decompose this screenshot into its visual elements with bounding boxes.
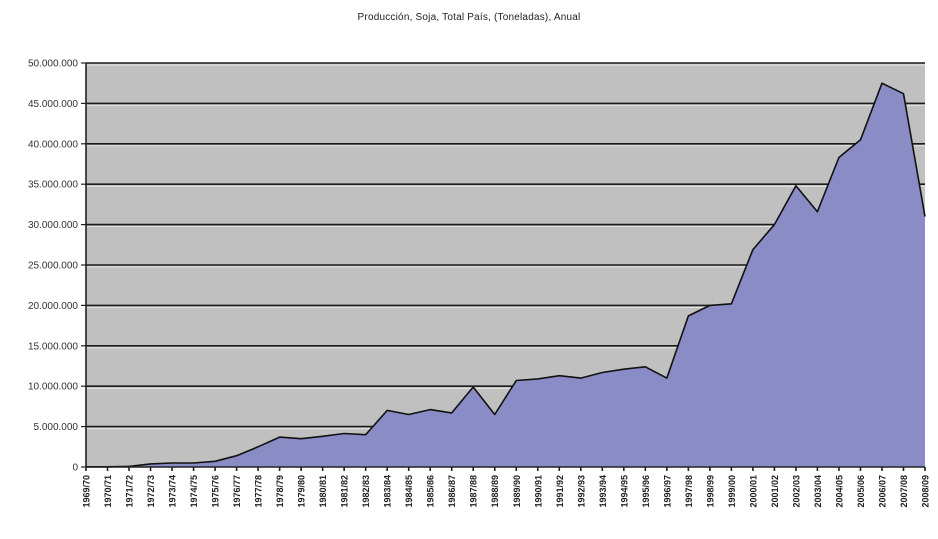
x-tick-label: 1972/73 bbox=[146, 475, 156, 508]
x-tick-label: 2003/04 bbox=[813, 475, 823, 508]
x-tick-label: 1989/90 bbox=[512, 475, 522, 508]
y-tick-label: 25.000.000 bbox=[28, 261, 78, 272]
x-tick-label: 1980/81 bbox=[318, 475, 328, 508]
x-tick-label: 1994/95 bbox=[619, 475, 629, 508]
x-tick-label: 1992/93 bbox=[576, 475, 586, 508]
x-tick-label: 2007/08 bbox=[899, 475, 909, 508]
x-tick-label: 1999/00 bbox=[727, 475, 737, 508]
x-tick-label: 2001/02 bbox=[770, 475, 780, 508]
y-tick-label: 30.000.000 bbox=[28, 220, 78, 231]
x-tick-label: 1979/80 bbox=[297, 475, 307, 508]
x-tick-label: 2008/09 bbox=[921, 475, 931, 508]
x-tick-label: 1983/84 bbox=[383, 475, 393, 508]
x-tick-label: 1975/76 bbox=[211, 475, 221, 508]
x-tick-label: 1990/91 bbox=[533, 475, 543, 508]
x-tick-label: 1976/77 bbox=[232, 475, 242, 508]
y-tick-label: 10.000.000 bbox=[28, 382, 78, 393]
x-tick-label: 1997/98 bbox=[684, 475, 694, 508]
x-tick-label: 2002/03 bbox=[791, 475, 801, 508]
data-area-soja bbox=[86, 83, 925, 467]
x-tick-label: 1996/97 bbox=[662, 475, 672, 508]
y-tick-label: 5.000.000 bbox=[34, 422, 79, 433]
data-line-soja bbox=[86, 82, 926, 468]
x-tick-label: 1993/94 bbox=[598, 475, 608, 508]
y-tick-label: 45.000.000 bbox=[28, 99, 78, 110]
x-tick-label: 2000/01 bbox=[748, 475, 758, 508]
x-tick-label: 1995/96 bbox=[641, 475, 651, 508]
x-tick-label: 1969/70 bbox=[82, 475, 92, 508]
x-tick-label: 1986/87 bbox=[447, 475, 457, 508]
y-tick-label: 0 bbox=[72, 463, 78, 474]
x-tick-label: 1982/83 bbox=[361, 475, 371, 508]
x-tick-label: 2005/06 bbox=[856, 475, 866, 508]
y-tick-label: 15.000.000 bbox=[28, 341, 78, 352]
x-tick-label: 1973/74 bbox=[168, 475, 178, 508]
x-tick-label: 2006/07 bbox=[877, 475, 887, 508]
chart-title: Producción, Soja, Total País, (Toneladas… bbox=[357, 12, 581, 23]
x-axis-ticks: 1969/70 1970/71 1971/72 1972/73 1973/74 1974/… bbox=[82, 467, 931, 508]
y-tick-label: 20.000.000 bbox=[28, 301, 78, 312]
x-tick-label: 1974/75 bbox=[189, 475, 199, 508]
y-tick-label: 50.000.000 bbox=[28, 59, 78, 70]
x-tick-label: 1987/88 bbox=[469, 475, 479, 508]
x-tick-label: 1971/72 bbox=[125, 475, 135, 508]
y-tick-label: 40.000.000 bbox=[28, 139, 78, 150]
x-tick-label: 1981/82 bbox=[340, 475, 350, 508]
x-tick-label: 1985/86 bbox=[426, 475, 436, 508]
x-tick-label: 1988/89 bbox=[490, 475, 500, 508]
y-axis-ticks: 0 5.000.000 10.000.000 15.000.000 20.000.000… bbox=[28, 59, 86, 474]
x-tick-label: 1991/92 bbox=[555, 475, 565, 508]
x-tick-label: 2004/05 bbox=[834, 475, 844, 508]
x-tick-label: 1977/78 bbox=[254, 475, 264, 508]
x-tick-label: 1978/79 bbox=[275, 475, 285, 508]
x-tick-label: 1970/71 bbox=[103, 475, 113, 508]
y-tick-label: 35.000.000 bbox=[28, 180, 78, 191]
x-tick-label: 1984/85 bbox=[404, 475, 414, 508]
x-tick-label: 1998/99 bbox=[705, 475, 715, 508]
